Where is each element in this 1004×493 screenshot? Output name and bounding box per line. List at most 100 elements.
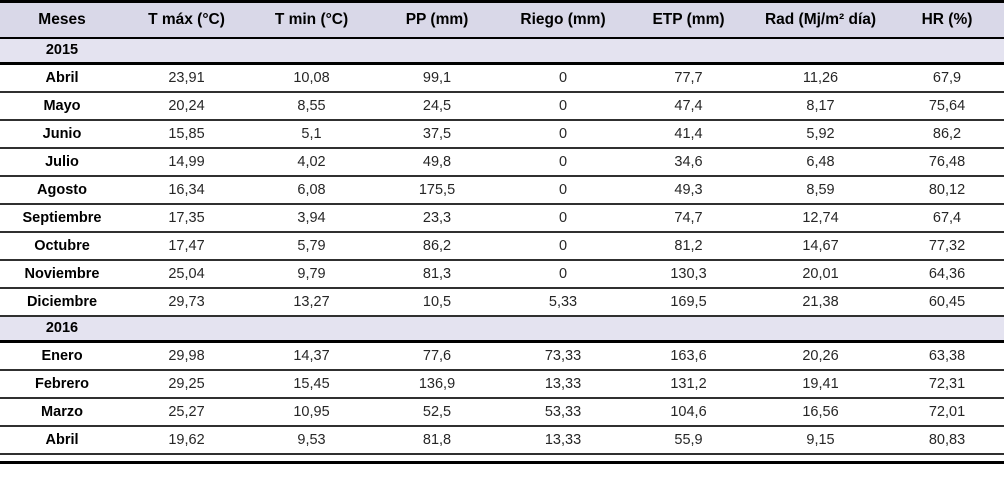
month-cell: Diciembre bbox=[26, 293, 98, 310]
table-row: Mayo 20,24 8,55 24,5 0 47,4 8,17 75,64 bbox=[0, 91, 1004, 120]
table-row: Abril 19,62 9,53 81,8 13,33 55,9 9,15 80,83 bbox=[0, 425, 1004, 454]
cell-etp: 47,4 bbox=[674, 97, 703, 114]
cell-pp: 52,5 bbox=[422, 403, 452, 420]
month-cell: Noviembre bbox=[24, 265, 100, 282]
empty-cell bbox=[500, 316, 626, 342]
cell-t-min: 5,79 bbox=[297, 237, 326, 254]
empty-cell bbox=[249, 316, 374, 342]
column-header-rad: Rad (Mj/m² día) bbox=[764, 10, 877, 28]
table-row: Julio 14,99 4,02 49,8 0 34,6 6,48 76,48 bbox=[0, 147, 1004, 176]
cell-riego: 0 bbox=[558, 265, 568, 282]
cell-t-max: 17,47 bbox=[168, 237, 205, 254]
cell-etp: 130,3 bbox=[670, 265, 707, 282]
cell-pp: 86,2 bbox=[422, 237, 452, 254]
month-cell: Julio bbox=[45, 153, 79, 170]
cell-rad: 16,56 bbox=[802, 403, 839, 420]
empty-cell bbox=[500, 38, 626, 64]
cell-riego: 0 bbox=[558, 69, 568, 86]
table-header-row: Meses T máx (°C) T min (°C) PP (mm) Riego (m… bbox=[0, 1, 1004, 38]
cell-etp: 104,6 bbox=[670, 403, 707, 420]
cell-t-min: 5,1 bbox=[301, 125, 322, 142]
cell-rad: 14,67 bbox=[802, 237, 839, 254]
cell-pp: 175,5 bbox=[418, 181, 456, 198]
cell-rad: 11,26 bbox=[802, 69, 839, 86]
column-header-etp: ETP (mm) bbox=[652, 10, 725, 28]
column-header-t-max: T máx (°C) bbox=[148, 10, 225, 28]
cell-riego: 0 bbox=[558, 181, 568, 198]
empty-cell bbox=[249, 38, 374, 64]
cell-hr: 63,38 bbox=[928, 347, 966, 364]
column-header-hr: HR (%) bbox=[921, 10, 973, 28]
cell-t-max: 17,35 bbox=[168, 209, 205, 226]
year-section-row: 2016 bbox=[0, 315, 1004, 342]
table-bottom-rule bbox=[0, 454, 1004, 464]
cell-etp: 131,2 bbox=[670, 375, 707, 392]
table-row: Abril 23,91 10,08 99,1 0 77,7 11,26 67,9 bbox=[0, 63, 1004, 92]
cell-hr: 77,32 bbox=[928, 237, 966, 254]
empty-cell bbox=[124, 316, 249, 342]
cell-t-min: 3,94 bbox=[297, 209, 326, 226]
cell-rad: 8,17 bbox=[806, 97, 835, 114]
cell-t-min: 14,37 bbox=[293, 347, 330, 364]
cell-rad: 6,48 bbox=[806, 153, 835, 170]
table-row: Marzo 25,27 10,95 52,5 53,33 104,6 16,56 72,01 bbox=[0, 397, 1004, 426]
empty-cell bbox=[890, 316, 1004, 342]
cell-hr: 80,83 bbox=[928, 431, 966, 448]
cell-etp: 81,2 bbox=[674, 237, 703, 254]
cell-hr: 72,31 bbox=[928, 375, 966, 392]
cell-rad: 9,15 bbox=[806, 431, 835, 448]
cell-riego: 0 bbox=[558, 153, 568, 170]
cell-t-max: 29,73 bbox=[168, 293, 205, 310]
month-cell: Febrero bbox=[35, 375, 89, 392]
month-cell: Agosto bbox=[37, 181, 87, 198]
column-header-pp: PP (mm) bbox=[405, 10, 469, 28]
cell-rad: 12,74 bbox=[802, 209, 839, 226]
cell-t-min: 9,53 bbox=[297, 431, 326, 448]
column-header-t-min: T min (°C) bbox=[274, 10, 349, 28]
cell-etp: 74,7 bbox=[674, 209, 703, 226]
cell-riego: 73,33 bbox=[544, 347, 582, 364]
climate-data-table: Meses T máx (°C) T min (°C) PP (mm) Riego (m… bbox=[0, 0, 1004, 454]
cell-pp: 37,5 bbox=[422, 125, 452, 142]
cell-t-max: 25,27 bbox=[168, 403, 205, 420]
cell-hr: 75,64 bbox=[928, 97, 966, 114]
cell-t-max: 16,34 bbox=[168, 181, 205, 198]
empty-cell bbox=[124, 38, 249, 64]
table-row: Enero 29,98 14,37 77,6 73,33 163,6 20,26 63,38 bbox=[0, 341, 1004, 370]
table-row: Febrero 29,25 15,45 136,9 13,33 131,2 19,41 72,… bbox=[0, 369, 1004, 398]
year-label: 2015 bbox=[45, 42, 79, 59]
cell-riego: 5,33 bbox=[548, 293, 578, 310]
cell-hr: 72,01 bbox=[928, 403, 966, 420]
cell-t-max: 15,85 bbox=[168, 125, 205, 142]
table-row: Septiembre 17,35 3,94 23,3 0 74,7 12,74 67,4 bbox=[0, 203, 1004, 232]
cell-rad: 20,01 bbox=[802, 265, 839, 282]
cell-riego: 53,33 bbox=[544, 403, 582, 420]
cell-pp: 99,1 bbox=[422, 69, 452, 86]
month-cell: Enero bbox=[41, 347, 83, 364]
cell-pp: 24,5 bbox=[422, 97, 452, 114]
cell-rad: 5,92 bbox=[806, 125, 835, 142]
cell-etp: 55,9 bbox=[674, 431, 703, 448]
cell-riego: 0 bbox=[558, 237, 568, 254]
empty-cell bbox=[374, 316, 500, 342]
cell-rad: 20,26 bbox=[802, 347, 839, 364]
cell-t-min: 10,08 bbox=[293, 69, 330, 86]
empty-cell bbox=[890, 38, 1004, 64]
cell-pp: 81,8 bbox=[422, 431, 452, 448]
cell-etp: 34,6 bbox=[674, 153, 703, 170]
cell-riego: 0 bbox=[558, 97, 568, 114]
column-header-riego: Riego (mm) bbox=[520, 10, 606, 28]
table-row: Diciembre 29,73 13,27 10,5 5,33 169,5 21,38 60,… bbox=[0, 287, 1004, 316]
month-cell: Mayo bbox=[43, 97, 81, 114]
cell-hr: 64,36 bbox=[928, 265, 966, 282]
cell-hr: 86,2 bbox=[932, 125, 962, 142]
cell-t-min: 15,45 bbox=[293, 375, 330, 392]
cell-t-max: 14,99 bbox=[168, 153, 205, 170]
column-header-meses: Meses bbox=[38, 10, 86, 28]
cell-pp: 10,5 bbox=[422, 293, 452, 310]
cell-riego: 13,33 bbox=[544, 375, 582, 392]
cell-hr: 80,12 bbox=[928, 181, 966, 198]
cell-t-max: 25,04 bbox=[168, 265, 205, 282]
header-row: Meses T máx (°C) T min (°C) PP (mm) Riego (m… bbox=[0, 1, 1004, 38]
